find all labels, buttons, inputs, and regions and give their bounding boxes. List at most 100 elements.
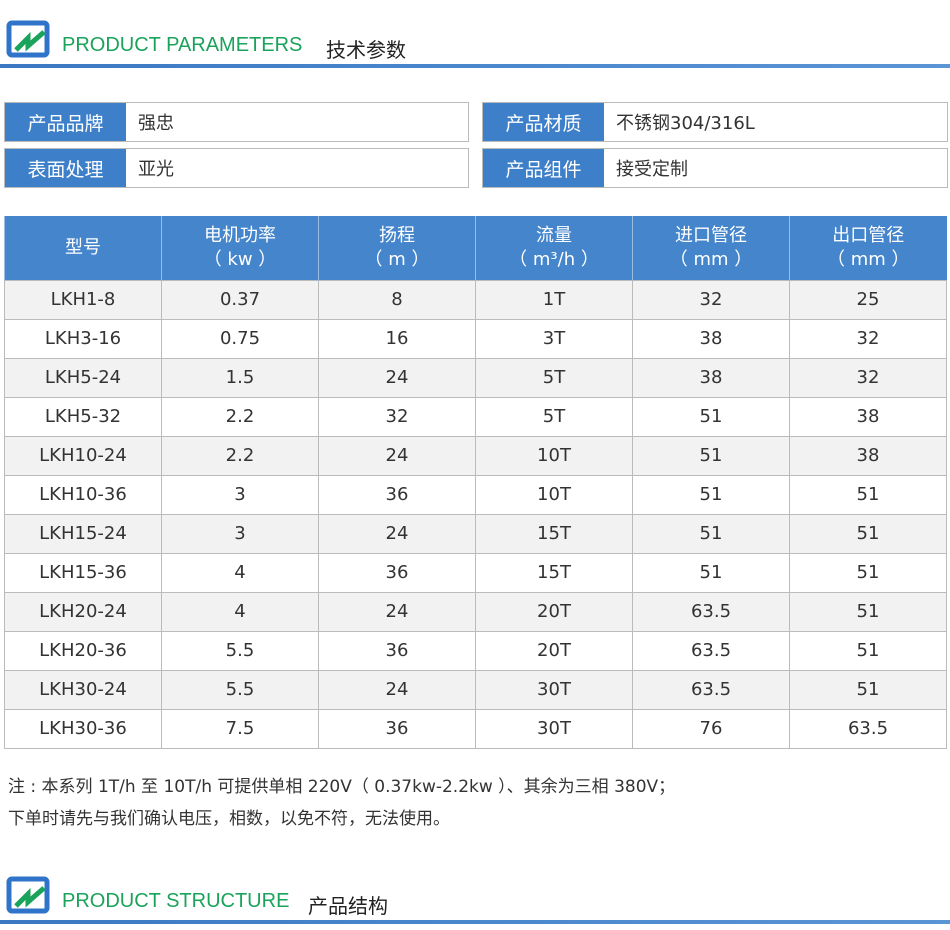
table-cell: LKH1-8 [4, 279, 162, 320]
table-row: LKH1-8 0.37 8 1T 32 25 [4, 279, 947, 320]
table-cell: 51 [789, 513, 947, 554]
info-material: 产品材质 不锈钢304/316L [482, 102, 948, 142]
table-cell: 63.5 [789, 708, 947, 749]
table-cell: 10T [475, 474, 633, 515]
table-cell: LKH15-36 [4, 552, 162, 593]
table-cell: 15T [475, 552, 633, 593]
table-cell: 20T [475, 591, 633, 632]
column-header: 出口管径（ mm ） [789, 216, 947, 280]
table-row: LKH15-24 3 24 15T 51 51 [4, 513, 947, 554]
section-title-en: PRODUCT STRUCTURE [62, 890, 290, 912]
table-cell: 36 [318, 552, 476, 593]
brand-logo-icon [6, 876, 50, 914]
table-cell: 38 [632, 357, 790, 398]
table-cell: 10T [475, 435, 633, 476]
column-header: 电机功率（ kw ） [161, 216, 319, 280]
column-header-text: （ mm ） [826, 248, 910, 270]
table-cell: 24 [318, 591, 476, 632]
table-cell: 51 [632, 435, 790, 476]
table-cell: 38 [789, 396, 947, 437]
column-header-text: 出口管径 [832, 224, 905, 246]
table-cell: 0.37 [161, 279, 319, 320]
brand-logo-icon [6, 20, 50, 58]
table-row: LKH5-24 1.5 24 5T 38 32 [4, 357, 947, 398]
table-cell: 36 [318, 474, 476, 515]
table-cell: 3T [475, 318, 633, 359]
info-label: 表面处理 [5, 149, 126, 187]
column-header: 进口管径（ mm ） [632, 216, 790, 280]
column-header-text: （ kw ） [203, 248, 277, 270]
table-cell: 2.2 [161, 435, 319, 476]
table-cell: 3 [161, 474, 319, 515]
parameters-table: 型号 电机功率（ kw ）扬程（ m ）流量（ m³/h ）进口管径（ mm ）出… [4, 216, 947, 749]
table-row: LKH20-36 5.5 36 20T 63.5 51 [4, 630, 947, 671]
table-cell: 38 [632, 318, 790, 359]
table-cell: 1T [475, 279, 633, 320]
table-cell: 3 [161, 513, 319, 554]
divider [0, 920, 950, 924]
section-title-cn: 技术参数 [326, 38, 406, 62]
table-cell: 32 [318, 396, 476, 437]
table-cell: 32 [789, 357, 947, 398]
table-row: LKH3-16 0.75 16 3T 38 32 [4, 318, 947, 359]
table-cell: LKH5-24 [4, 357, 162, 398]
table-cell: LKH20-36 [4, 630, 162, 671]
table-cell: LKH3-16 [4, 318, 162, 359]
table-cell: 2.2 [161, 396, 319, 437]
table-cell: 51 [789, 591, 947, 632]
table-cell: 7.5 [161, 708, 319, 749]
table-cell: 5.5 [161, 669, 319, 710]
table-cell: 51 [789, 474, 947, 515]
table-cell: 51 [632, 552, 790, 593]
info-label: 产品材质 [483, 103, 604, 141]
table-cell: 36 [318, 708, 476, 749]
table-cell: LKH20-24 [4, 591, 162, 632]
table-row: LKH30-36 7.5 36 30T 76 63.5 [4, 708, 947, 749]
table-cell: 38 [789, 435, 947, 476]
table-cell: 36 [318, 630, 476, 671]
table-cell: 24 [318, 357, 476, 398]
table-row: LKH15-36 4 36 15T 51 51 [4, 552, 947, 593]
column-header: 流量（ m³/h ） [475, 216, 633, 280]
divider [0, 64, 950, 68]
column-header-text: 流量 [536, 224, 572, 246]
table-cell: LKH10-24 [4, 435, 162, 476]
table-cell: 63.5 [632, 630, 790, 671]
section-header-parameters: PRODUCT PARAMETERS 技术参数 [0, 14, 950, 74]
table-cell: 51 [632, 396, 790, 437]
table-cell: 5T [475, 357, 633, 398]
table-cell: LKH5-32 [4, 396, 162, 437]
table-row: LKH10-36 3 36 10T 51 51 [4, 474, 947, 515]
table-cell: LKH30-36 [4, 708, 162, 749]
section-title-en: PRODUCT PARAMETERS [62, 34, 303, 56]
table-cell: 51 [632, 474, 790, 515]
info-value: 接受定制 [616, 159, 688, 180]
table-cell: 30T [475, 708, 633, 749]
table-cell: 63.5 [632, 591, 790, 632]
table-cell: 76 [632, 708, 790, 749]
note-line-1: 注 : 本系列 1T/h 至 10T/h 可提供单相 220V（ 0.37kw-… [8, 777, 676, 797]
info-surface: 表面处理 亚光 [4, 148, 469, 188]
table-row: LKH30-24 5.5 24 30T 63.5 51 [4, 669, 947, 710]
info-label: 产品品牌 [5, 103, 126, 141]
table-cell: 20T [475, 630, 633, 671]
table-cell: LKH30-24 [4, 669, 162, 710]
table-cell: 30T [475, 669, 633, 710]
info-value: 亚光 [138, 159, 174, 180]
table-cell: 32 [632, 279, 790, 320]
table-cell: LKH15-24 [4, 513, 162, 554]
table-cell: 4 [161, 591, 319, 632]
column-header: 型号 [4, 216, 162, 280]
table-cell: 0.75 [161, 318, 319, 359]
column-header-text: 型号 [65, 236, 101, 258]
table-cell: 25 [789, 279, 947, 320]
table-cell: 8 [318, 279, 476, 320]
table-cell: 16 [318, 318, 476, 359]
table-cell: 32 [789, 318, 947, 359]
column-header: 扬程（ m ） [318, 216, 476, 280]
column-header-text: （ m ） [364, 248, 430, 270]
info-label: 产品组件 [483, 149, 604, 187]
table-cell: 4 [161, 552, 319, 593]
section-title-cn: 产品结构 [308, 894, 388, 918]
column-header-text: 扬程 [379, 224, 415, 246]
